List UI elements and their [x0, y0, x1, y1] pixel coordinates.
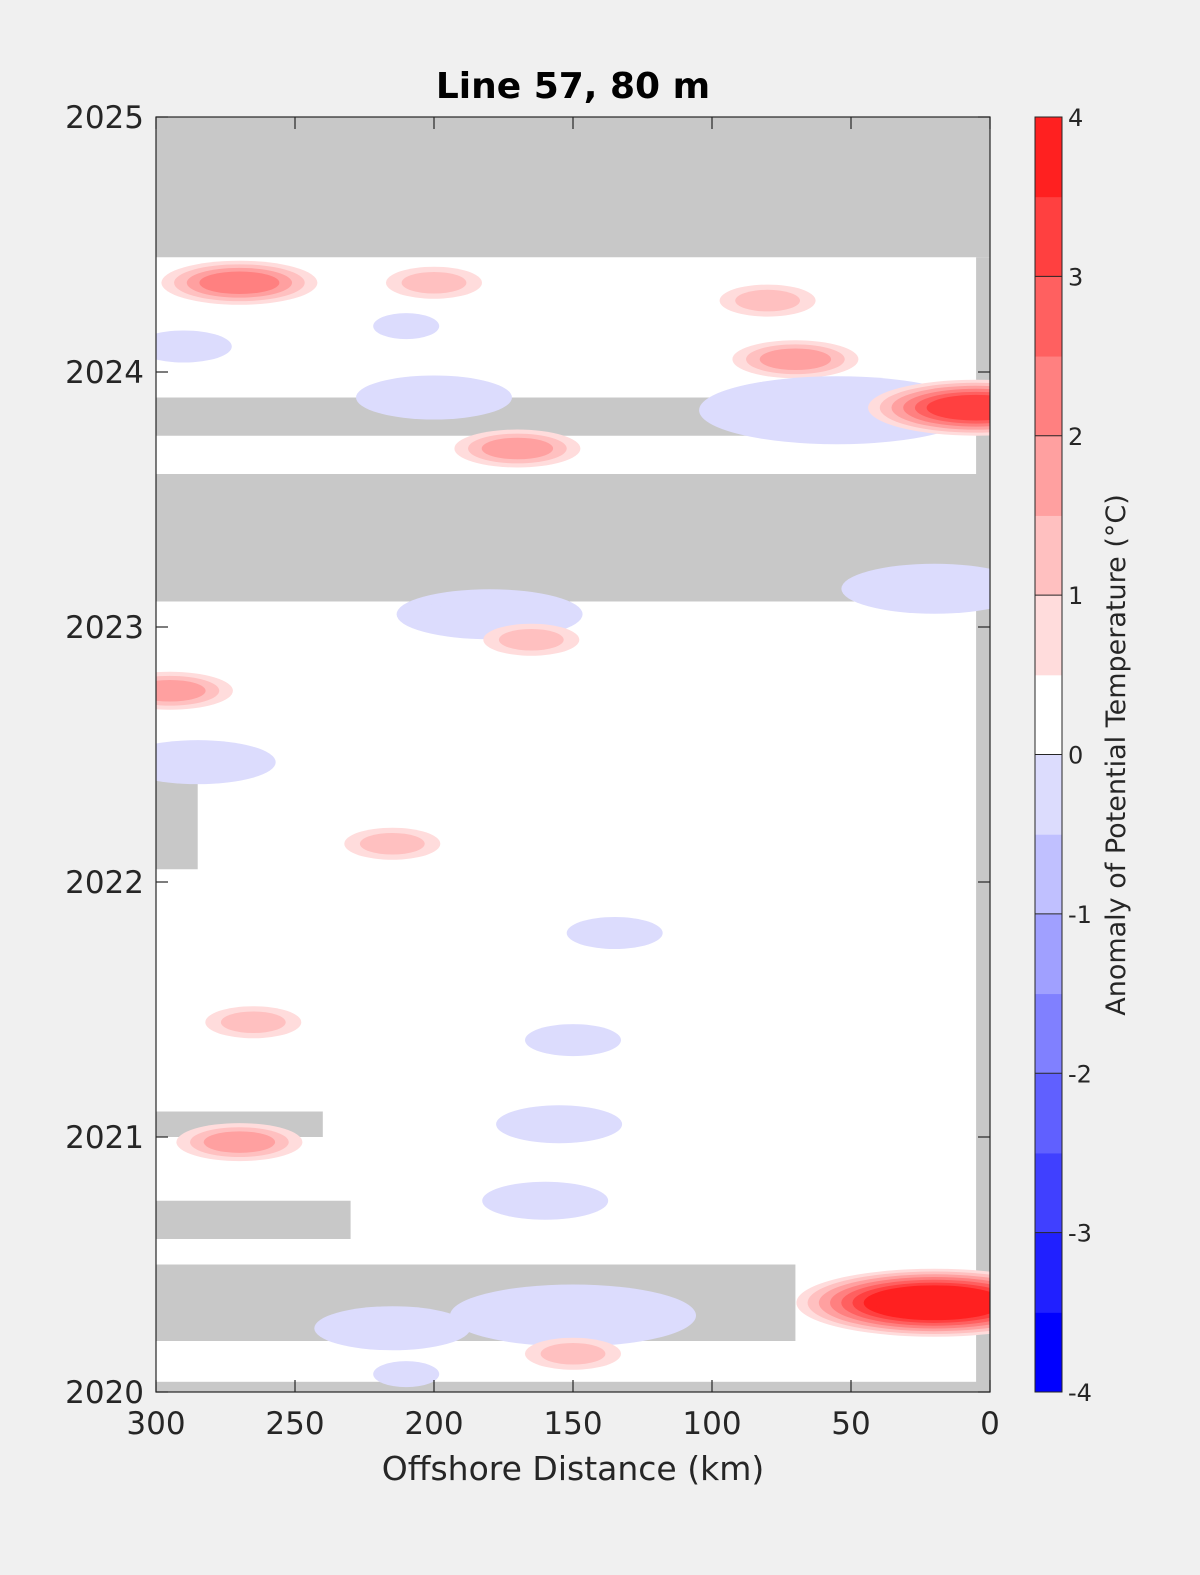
anomaly-contour	[203, 1131, 276, 1153]
x-tick-label: 0	[980, 1406, 1000, 1442]
y-tick-label: 2022	[65, 865, 144, 901]
anomaly-contour	[156, 335, 217, 358]
colorbar-tick-label: 1	[1068, 582, 1083, 610]
y-tick-label: 2024	[65, 355, 144, 391]
colorbar-tick-label: 2	[1068, 423, 1083, 451]
y-tick-label: 2025	[65, 100, 144, 136]
anomaly-contour	[444, 602, 535, 627]
colorbar: 4 3 2 1 0 -1 -2 -3 -4	[1034, 104, 1092, 1407]
colorbar-label: Anomaly of Potential Temperature (°C)	[1101, 494, 1132, 1016]
plot-frame	[155, 116, 991, 1393]
colorbar-tick-label: -3	[1068, 1220, 1092, 1248]
anomaly-contour	[926, 394, 990, 421]
x-tick-label: 300	[126, 1406, 185, 1442]
anomaly-layer	[156, 260, 990, 1388]
x-tick-label: 200	[404, 1406, 463, 1442]
no-data-region	[156, 1200, 351, 1239]
colorbar-segment	[1035, 356, 1062, 437]
colorbar-segment	[1035, 1073, 1062, 1154]
anomaly-contour	[156, 679, 206, 702]
anomaly-contour	[735, 289, 800, 312]
colorbar-segment	[1035, 435, 1062, 516]
anomaly-contour	[157, 750, 238, 774]
chart-title: Line 57, 80 m	[436, 66, 710, 107]
colorbar-segment	[1035, 834, 1062, 915]
anomaly-contour	[401, 271, 467, 294]
anomaly-contour	[373, 313, 440, 340]
colorbar-tick-label: 4	[1068, 104, 1083, 132]
anomaly-contour	[394, 386, 474, 409]
colorbar-tick-label: -1	[1068, 901, 1092, 929]
anomaly-contour	[582, 922, 648, 944]
anomaly-contour	[759, 348, 832, 371]
anomaly-contour	[220, 1011, 286, 1034]
colorbar-tick-label: -4	[1068, 1379, 1092, 1407]
anomaly-contour	[509, 1189, 581, 1212]
colorbar-segment	[1035, 1152, 1062, 1234]
colorbar-segment	[1035, 117, 1062, 198]
no-data-region	[156, 767, 198, 870]
no-data-region	[156, 117, 990, 258]
anomaly-contour	[889, 576, 980, 601]
colorbar-tick-label: 0	[1068, 742, 1083, 770]
colorbar-segment	[1035, 595, 1062, 676]
plot-background	[156, 117, 990, 1392]
x-tick-label: 50	[831, 1406, 870, 1442]
colorbar-segment	[1035, 515, 1062, 596]
anomaly-contour	[199, 271, 280, 295]
colorbar-tick-label: 3	[1068, 263, 1083, 291]
plot-area: 300 250 200 150 100 50 0 2025 2024 2023 2022 2021 20…	[65, 100, 1000, 1442]
x-tick-label: 250	[265, 1406, 324, 1442]
anomaly-contour	[777, 395, 897, 425]
x-tick-label: 100	[682, 1406, 741, 1442]
colorbar-segment	[1035, 196, 1062, 277]
colorbar-segment	[1035, 1232, 1062, 1313]
anomaly-contour	[540, 1029, 606, 1051]
anomaly-contour	[523, 1113, 595, 1136]
colorbar-segment	[1035, 1312, 1062, 1393]
anomaly-contour	[498, 628, 564, 651]
colorbar-segment	[1035, 276, 1062, 357]
no-data-region	[976, 257, 990, 1392]
anomaly-contour	[373, 1361, 440, 1388]
anomaly-contour	[540, 1342, 606, 1365]
y-tick-label: 2021	[65, 1120, 144, 1156]
y-tick-label: 2020	[65, 1375, 144, 1411]
colorbar-segment	[1035, 754, 1062, 835]
colorbar-segment	[1035, 993, 1062, 1074]
colorbar-segment	[1035, 674, 1062, 755]
anomaly-contour	[874, 1288, 990, 1318]
anomaly-contour	[359, 832, 425, 855]
x-tick-label: 150	[543, 1406, 602, 1442]
colorbar-segment	[1035, 913, 1062, 995]
anomaly-contour	[518, 1301, 628, 1330]
colorbar-tick-label: -2	[1068, 1060, 1092, 1088]
x-axis-label: Offshore Distance (km)	[382, 1449, 764, 1488]
anomaly-contour	[481, 437, 554, 460]
y-tick-label: 2023	[65, 610, 144, 646]
anomaly-contour	[352, 1316, 433, 1340]
axis-layer: 300 250 200 150 100 50 0 2025 2024 2023 2022 2021 20…	[65, 100, 1000, 1442]
